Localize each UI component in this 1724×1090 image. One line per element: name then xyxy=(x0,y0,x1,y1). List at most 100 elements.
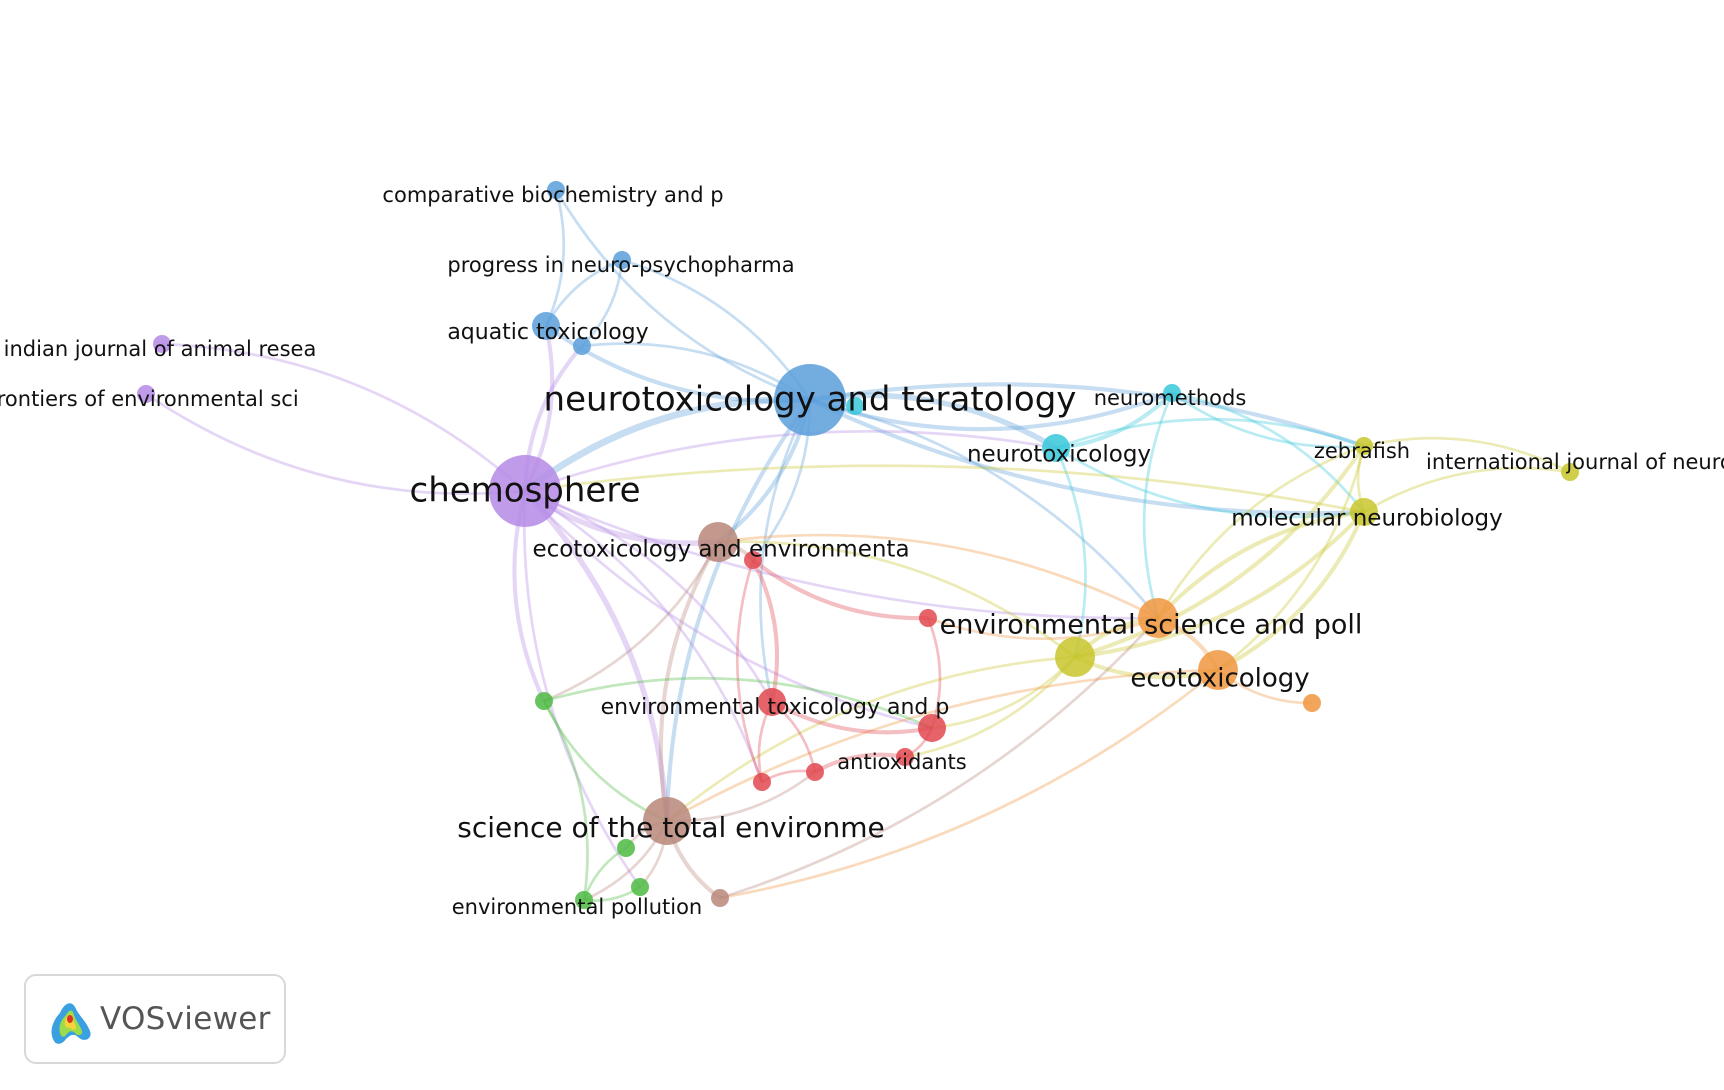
link-neurotoxicology_teratology-env_tox_pharm xyxy=(759,399,812,703)
link-env_science_poll-red_unlabeled_4 xyxy=(927,616,1159,641)
link-molecular_neurobiology-yellow_unlabeled_1 xyxy=(1074,510,1366,660)
link-chemosphere-red_unlabeled_2 xyxy=(524,489,764,783)
link-zebrafish-env_science_poll xyxy=(1156,444,1365,619)
node-yellow_unlabeled_1[interactable] xyxy=(1055,637,1095,677)
label-neurotoxicology_teratology[interactable]: neurotoxicology and teratology xyxy=(544,380,1077,420)
node-zebrafish[interactable] xyxy=(1355,437,1373,455)
link-neurotoxicology_teratology-env_science_poll xyxy=(809,398,1160,619)
link-molecular_neurobiology-chemosphere xyxy=(524,464,1365,514)
node-green_unlabeled_2[interactable] xyxy=(631,878,649,896)
node-ecotox_env_safety[interactable] xyxy=(698,522,738,562)
label-neuromethods[interactable]: neuromethods xyxy=(1094,386,1247,410)
node-molecular_neurobiology[interactable] xyxy=(1350,498,1378,526)
link-chemosphere-red_unlabeled_3 xyxy=(524,490,933,730)
link-ecotox_env_safety-science_total_env xyxy=(658,540,720,822)
labels-layer: neurotoxicology and teratology chemospher… xyxy=(0,183,1724,919)
link-ecotox_env_safety-green_unlabeled_1 xyxy=(543,541,720,703)
label-frontiers_env[interactable]: frontiers of environmental sci xyxy=(0,387,299,411)
node-env_pollution[interactable] xyxy=(575,891,593,909)
node-ecotoxicology[interactable] xyxy=(1198,650,1238,690)
vosviewer-brand-name: VOSviewer xyxy=(100,1001,271,1037)
link-green_unlabeled_1-red_unlabeled_3 xyxy=(543,676,933,730)
link-zebrafish-intl_journal_neuro xyxy=(1363,436,1571,474)
link-chemosphere-frontiers_env xyxy=(145,392,526,496)
link-zebrafish-yellow_unlabeled_1 xyxy=(1074,444,1366,659)
link-neuromethods-molecular_neurobiology xyxy=(1171,391,1366,513)
link-yellow_unlabeled_1-ecotox_env_safety xyxy=(717,540,1076,659)
link-ecotoxicology-science_total_env xyxy=(666,668,1219,823)
link-yellow_unlabeled_1-antioxidants xyxy=(904,656,1077,759)
vosviewer-logo-box: VOSviewer xyxy=(24,974,286,1064)
label-science_total_env[interactable]: science of the total environme xyxy=(457,811,885,844)
link-neuromethods-env_science_poll xyxy=(1142,392,1174,619)
label-ecotoxicology[interactable]: ecotoxicology xyxy=(1130,664,1309,694)
label-env_science_poll[interactable]: environmental science and poll xyxy=(940,610,1363,641)
node-env_science_poll[interactable] xyxy=(1138,598,1178,638)
link-chemosphere-science_total_env xyxy=(522,489,670,822)
node-red_unlabeled_3[interactable] xyxy=(918,714,946,742)
link-red_unlabeled_5-antioxidants xyxy=(813,752,906,774)
link-env_science_poll-ecotox_env_safety xyxy=(717,533,1159,620)
label-env_tox_pharm[interactable]: environmental toxicology and p xyxy=(601,695,950,720)
link-comparative_biochemistry-aquatic_toxicology xyxy=(544,189,566,327)
node-env_tox_pharm[interactable] xyxy=(758,688,786,716)
node-red_unlabeled_4[interactable] xyxy=(919,609,937,627)
label-neurotoxicology[interactable]: neurotoxicology xyxy=(967,442,1151,468)
label-comparative_biochemistry[interactable]: comparative biochemistry and p xyxy=(382,183,723,207)
link-neurotoxicology_teratology-chemosphere xyxy=(522,396,811,494)
link-neurotoxicology-yellow_unlabeled_1 xyxy=(1054,447,1087,658)
node-neurotoxicology_teratology[interactable] xyxy=(774,364,846,436)
label-progress_neuro[interactable]: progress in neuro-psychopharma xyxy=(447,253,794,277)
label-ecotox_env_safety[interactable]: ecotoxicology and environmenta xyxy=(532,537,909,563)
node-red_unlabeled_1[interactable] xyxy=(744,551,762,569)
link-yellow_unlabeled_1-science_total_env xyxy=(666,655,1076,823)
node-red_unlabeled_5[interactable] xyxy=(806,763,824,781)
label-chemosphere[interactable]: chemosphere xyxy=(410,471,641,511)
node-orange_unlabeled_1[interactable] xyxy=(1303,694,1321,712)
label-indian_journal[interactable]: indian journal of animal resea xyxy=(4,337,317,361)
node-comparative_biochemistry[interactable] xyxy=(547,181,565,199)
link-env_tox_pharm-red_unlabeled_3 xyxy=(771,700,933,735)
node-antioxidants[interactable] xyxy=(896,748,914,766)
link-neurotoxicology_teratology-comparative_biochemistry xyxy=(554,189,811,402)
link-progress_neuro-blue_unlabeled_1 xyxy=(581,259,624,347)
label-molecular_neurobiology[interactable]: molecular neurobiology xyxy=(1231,506,1503,532)
node-green_unlabeled_3[interactable] xyxy=(617,839,635,857)
node-science_total_env[interactable] xyxy=(643,797,691,845)
node-aquatic_toxicology[interactable] xyxy=(532,312,560,340)
label-aquatic_toxicology[interactable]: aquatic toxicology xyxy=(447,320,648,345)
node-intl_journal_neuro[interactable] xyxy=(1561,463,1579,481)
node-cyan_unlabeled_1[interactable] xyxy=(846,397,864,415)
link-intl_journal_neuro-molecular_neurobiology xyxy=(1363,466,1571,514)
node-neuromethods[interactable] xyxy=(1163,384,1181,402)
node-brown_unlabeled_1[interactable] xyxy=(711,889,729,907)
link-chemosphere-env_science_poll xyxy=(524,489,1159,620)
link-red_unlabeled_1-red_unlabeled_2 xyxy=(735,559,764,783)
node-neurotoxicology[interactable] xyxy=(1042,434,1070,462)
link-neurotoxicology-molecular_neurobiology xyxy=(1055,446,1365,519)
link-molecular_neurobiology-env_science_poll xyxy=(1156,509,1365,620)
link-neurotoxicology-neuromethods xyxy=(1055,391,1174,451)
link-neurotoxicology_teratology-molecular_neurobiology xyxy=(809,398,1365,516)
node-blue_unlabeled_1[interactable] xyxy=(573,337,591,355)
link-chemosphere-neurotoxicology xyxy=(524,429,1057,493)
link-ecotoxicology-brown_unlabeled_1 xyxy=(719,668,1219,900)
label-env_pollution[interactable]: environmental pollution xyxy=(452,895,703,919)
node-red_unlabeled_2[interactable] xyxy=(753,773,771,791)
link-green_unlabeled_1-env_pollution xyxy=(542,700,589,901)
node-green_unlabeled_1[interactable] xyxy=(535,692,553,710)
link-neurotoxicology-zebrafish xyxy=(1055,417,1365,450)
vosviewer-logo-icon xyxy=(51,1003,91,1044)
node-chemosphere[interactable] xyxy=(489,455,561,527)
label-intl_journal_neuro[interactable]: international journal of neuro xyxy=(1426,450,1724,474)
link-zebrafish-ecotoxicology xyxy=(1217,445,1366,672)
link-red_unlabeled_1-env_tox_pharm xyxy=(751,559,780,703)
node-indian_journal[interactable] xyxy=(153,335,171,353)
link-chemosphere-env_tox_pharm xyxy=(524,489,774,703)
link-neurotoxicology_teratology-science_total_env xyxy=(664,398,812,822)
node-frontiers_env[interactable] xyxy=(137,385,155,403)
label-zebrafish[interactable]: zebrafish xyxy=(1314,439,1410,463)
label-antioxidants[interactable]: antioxidants xyxy=(837,750,966,774)
node-progress_neuro[interactable] xyxy=(613,251,631,269)
